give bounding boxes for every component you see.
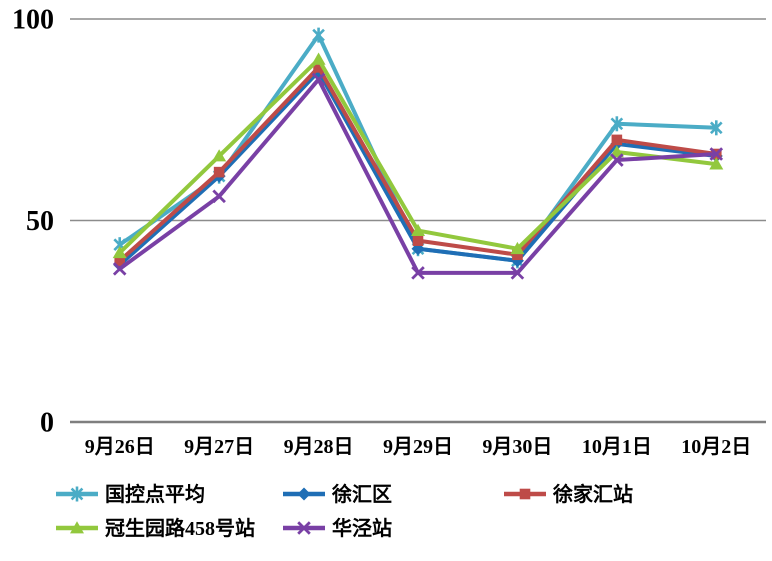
- data-point-shape: [709, 121, 723, 135]
- x-tick-label: 10月1日: [582, 436, 652, 458]
- legend-item: 国控点平均: [56, 482, 205, 506]
- data-point-shape: [709, 147, 724, 161]
- data-point: [510, 266, 525, 280]
- data-point-shape: [411, 223, 425, 236]
- data-point: [112, 245, 127, 259]
- legend-label: 徐汇区: [331, 482, 392, 506]
- data-point: [114, 255, 126, 267]
- data-point-shape: [112, 245, 127, 259]
- legend-label: 华泾站: [332, 516, 392, 540]
- legend-item: 徐汇区: [283, 482, 392, 506]
- legend-marker: [297, 521, 311, 535]
- legend-item: 华泾站: [283, 516, 392, 540]
- data-point-shape: [412, 235, 424, 246]
- data-point: [611, 134, 623, 146]
- data-point: [313, 62, 324, 73]
- data-point-shape: [213, 166, 225, 178]
- data-point: [609, 145, 624, 158]
- data-point: [311, 52, 326, 65]
- legend-label: 国控点平均: [105, 482, 205, 506]
- legend-marker-shape: [297, 521, 311, 535]
- data-point: [512, 249, 523, 261]
- data-point-shape: [610, 117, 624, 131]
- data-point: [112, 262, 127, 276]
- data-point: [709, 120, 723, 136]
- legend-marker: [70, 521, 84, 534]
- y-tick-label: 50: [26, 206, 54, 237]
- data-point: [212, 189, 226, 204]
- data-point: [610, 153, 624, 167]
- legend-label: 徐家汇站: [552, 482, 633, 506]
- legend-marker-shape: [297, 487, 311, 501]
- data-point-shape: [510, 266, 525, 280]
- x-tick-label: 9月27日: [184, 436, 254, 458]
- data-point-shape: [510, 241, 525, 255]
- legend-marker-shape: [70, 487, 84, 501]
- data-point-shape: [313, 62, 324, 73]
- data-point-shape: [113, 238, 127, 251]
- legend-item: 冠生园路458号站: [56, 516, 255, 540]
- x-tick-label: 9月29日: [383, 436, 453, 458]
- series-line-3: [117, 57, 719, 255]
- y-tick-label: 0: [40, 408, 54, 439]
- data-point-shape: [114, 255, 126, 267]
- data-point: [212, 149, 227, 162]
- data-point-shape: [212, 149, 227, 162]
- legend-label: 冠生园路458号站: [105, 516, 255, 540]
- legend-marker: [297, 487, 311, 501]
- data-point: [709, 147, 724, 161]
- data-point-shape: [112, 262, 127, 276]
- legend-marker-shape: [519, 488, 531, 500]
- legend-marker-shape: [70, 521, 84, 534]
- data-point-shape: [610, 153, 624, 167]
- data-point-shape: [411, 266, 425, 280]
- data-point: [411, 266, 425, 280]
- data-point: [412, 235, 424, 246]
- data-point-shape: [311, 52, 326, 65]
- x-tick-label: 9月26日: [85, 436, 155, 458]
- data-point: [610, 116, 624, 132]
- legend-marker: [70, 486, 84, 502]
- y-tick-label: 100: [12, 5, 54, 36]
- data-point: [312, 27, 325, 43]
- legend-item: 徐家汇站: [504, 482, 633, 506]
- data-point-shape: [709, 157, 724, 170]
- data-point: [709, 157, 724, 170]
- data-point-shape: [609, 145, 624, 158]
- x-tick-label: 9月30日: [482, 436, 552, 458]
- data-point: [411, 223, 425, 236]
- x-tick-label: 9月28日: [284, 436, 354, 458]
- data-point-shape: [312, 28, 325, 42]
- data-point-shape: [212, 189, 226, 204]
- data-point-shape: [311, 72, 326, 87]
- data-point: [311, 72, 326, 87]
- data-point-shape: [512, 249, 523, 261]
- legend-marker: [519, 488, 531, 500]
- data-point: [213, 166, 225, 178]
- data-point: [510, 241, 525, 255]
- data-point-shape: [611, 134, 623, 146]
- x-tick-label: 10月2日: [681, 436, 751, 458]
